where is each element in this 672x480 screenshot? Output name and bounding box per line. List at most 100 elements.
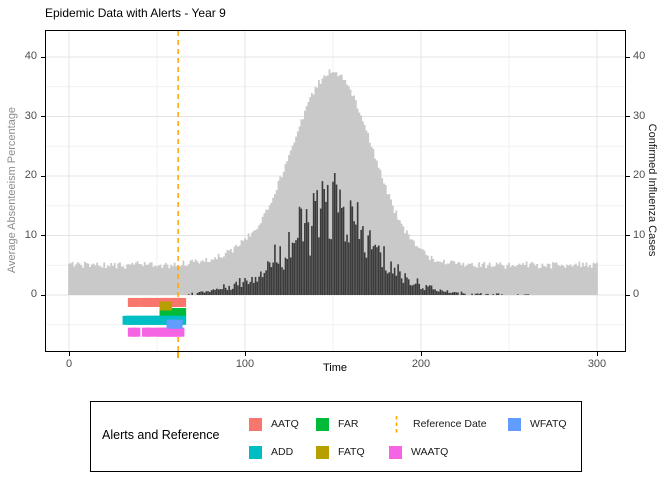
case-bar bbox=[205, 291, 208, 295]
case-bar bbox=[274, 244, 276, 295]
case-bar bbox=[358, 239, 361, 295]
case-bar bbox=[436, 290, 438, 295]
case-bar bbox=[379, 252, 382, 295]
legend-box: Alerts and Reference AATQ FAR Reference Da… bbox=[90, 401, 582, 472]
legend-label: FAR bbox=[338, 418, 359, 430]
legend-entry-far: FAR bbox=[316, 415, 358, 433]
case-bar bbox=[321, 181, 324, 295]
case-bar bbox=[407, 279, 410, 295]
alert-mark bbox=[177, 297, 187, 307]
case-bar bbox=[487, 293, 489, 295]
case-bar bbox=[187, 294, 190, 295]
case-bar bbox=[291, 242, 294, 295]
case-bar bbox=[265, 270, 267, 295]
case-bar bbox=[395, 275, 398, 295]
case-bar bbox=[214, 289, 216, 295]
case-bar bbox=[226, 290, 229, 295]
y-right-tick-label: 40 bbox=[633, 50, 646, 62]
case-bar bbox=[360, 229, 362, 295]
y-right-tick-label: 0 bbox=[633, 288, 640, 300]
case-bar bbox=[349, 200, 352, 295]
case-bar bbox=[253, 282, 255, 295]
case-bar bbox=[289, 257, 292, 295]
case-bar bbox=[314, 201, 317, 295]
case-bar bbox=[455, 292, 457, 295]
case-bar bbox=[256, 281, 259, 295]
case-bar bbox=[411, 285, 413, 295]
legend-label: ADD bbox=[271, 446, 294, 458]
case-bar bbox=[474, 293, 477, 295]
case-bar bbox=[201, 291, 204, 295]
case-bar bbox=[423, 290, 426, 295]
case-bar bbox=[254, 277, 257, 295]
case-bar bbox=[233, 283, 236, 295]
case-bar bbox=[297, 237, 299, 295]
case-bar bbox=[339, 189, 341, 295]
case-bar bbox=[480, 293, 482, 295]
x-tick-label: 200 bbox=[411, 358, 431, 370]
case-bar bbox=[212, 289, 215, 295]
case-bar bbox=[421, 288, 424, 295]
case-bar bbox=[268, 262, 271, 295]
case-bar bbox=[420, 289, 422, 295]
alert-mark bbox=[163, 301, 173, 311]
case-bar bbox=[451, 292, 454, 295]
y-left-tick-label: 30 bbox=[24, 109, 37, 122]
legend-label: WFATQ bbox=[530, 418, 567, 430]
legend-label: Reference Date bbox=[413, 418, 487, 430]
y-left-tick-label: 40 bbox=[24, 50, 37, 62]
case-bar bbox=[374, 244, 377, 295]
legend-entry-fatq: FATQ bbox=[316, 443, 365, 461]
case-bar bbox=[399, 271, 401, 295]
case-bar bbox=[272, 262, 274, 295]
case-bar bbox=[286, 259, 289, 295]
case-bar bbox=[242, 282, 245, 295]
case-bar bbox=[525, 294, 528, 295]
x-tick-label: 100 bbox=[235, 358, 255, 370]
y-right-tick-label: 20 bbox=[633, 169, 646, 181]
alert-mark bbox=[175, 327, 185, 337]
case-bar bbox=[235, 281, 237, 295]
case-bar bbox=[478, 293, 480, 295]
case-bar bbox=[393, 267, 396, 295]
case-bar bbox=[231, 288, 234, 295]
case-bar bbox=[517, 294, 519, 295]
case-bar bbox=[238, 278, 241, 295]
case-bar bbox=[409, 285, 412, 295]
legend-label: WAATQ bbox=[411, 446, 449, 458]
case-bar bbox=[464, 293, 466, 295]
case-bar bbox=[298, 206, 301, 295]
x-tick-label: 300 bbox=[587, 358, 607, 370]
case-bar bbox=[244, 278, 246, 295]
legend-key-square bbox=[316, 417, 329, 431]
case-bar bbox=[263, 272, 266, 295]
case-bar bbox=[209, 291, 211, 295]
case-bar bbox=[330, 239, 333, 295]
case-bar bbox=[497, 293, 500, 295]
case-bar bbox=[471, 293, 473, 295]
case-bar bbox=[198, 291, 201, 295]
case-bar bbox=[376, 247, 378, 295]
case-bar bbox=[318, 237, 320, 295]
case-bar bbox=[524, 294, 526, 295]
alert-marks-add bbox=[122, 315, 187, 325]
case-bar bbox=[492, 294, 494, 295]
legend-key-square bbox=[249, 445, 262, 459]
case-bar bbox=[311, 225, 313, 295]
case-bar bbox=[325, 201, 327, 295]
case-bar bbox=[397, 264, 399, 295]
case-bar bbox=[425, 285, 428, 295]
alert-mark bbox=[145, 327, 155, 337]
case-bar bbox=[413, 284, 415, 295]
case-bar bbox=[372, 246, 375, 295]
case-bar bbox=[439, 289, 442, 295]
case-bar bbox=[312, 193, 315, 295]
case-bar bbox=[346, 234, 348, 295]
case-bar bbox=[245, 280, 248, 295]
case-bar bbox=[344, 241, 347, 295]
legend-label: FATQ bbox=[338, 446, 365, 458]
plot-canvas bbox=[46, 31, 625, 351]
case-bar bbox=[277, 263, 280, 295]
case-bar bbox=[351, 206, 354, 295]
